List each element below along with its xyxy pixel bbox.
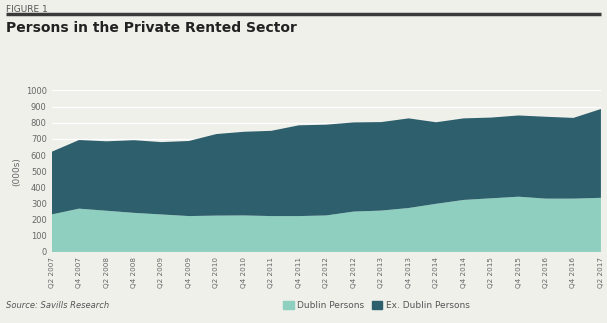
Text: Persons in the Private Rented Sector: Persons in the Private Rented Sector [6, 21, 297, 35]
Legend: Dublin Persons, Ex. Dublin Persons: Dublin Persons, Ex. Dublin Persons [279, 297, 473, 314]
Text: FIGURE 1: FIGURE 1 [6, 5, 48, 14]
Y-axis label: (000s): (000s) [13, 157, 22, 186]
Text: Source: Savills Research: Source: Savills Research [6, 301, 109, 310]
